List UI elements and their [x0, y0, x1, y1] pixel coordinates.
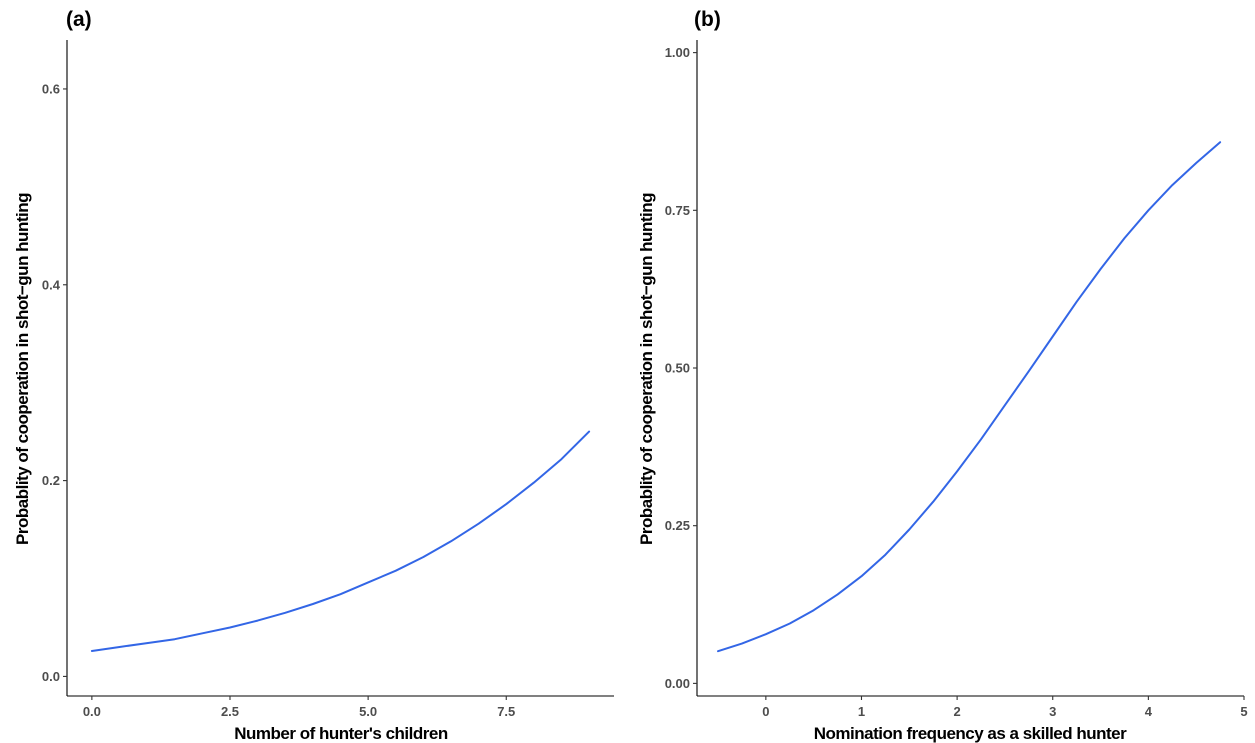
panel-b-y-tick-label: 0.75	[665, 203, 690, 218]
panel-b-x-ticks: 0 1 2 3 4 5	[762, 696, 1248, 719]
panel-b-label: (b)	[694, 8, 721, 31]
panel-a-x-tick-label: 0.0	[83, 704, 101, 719]
panel-b-x-tick-label: 2	[953, 704, 960, 719]
panel-a-y-tick-label: 0.4	[42, 277, 61, 292]
panel-b-y-axis-title: Probablity of cooperation in shot−gun hu…	[637, 193, 656, 545]
panel-a-y-axis-title: Probablity of cooperation in shot−gun hu…	[13, 193, 32, 545]
panel-a-y-tick-label: 0.2	[42, 473, 60, 488]
panel-a-x-tick-label: 2.5	[221, 704, 239, 719]
panel-b-probability-curve	[717, 141, 1222, 653]
panel-a-x-ticks: 0.0 2.5 5.0 7.5	[83, 696, 515, 719]
panel-b-x-tick-label: 5	[1240, 704, 1247, 719]
panel-b-y-tick-label: 0.25	[665, 518, 690, 533]
panel-a-x-tick-label: 5.0	[359, 704, 377, 719]
panel-b-y-ticks: 0.00 0.25 0.50 0.75 1.00	[665, 45, 697, 691]
panel-b-y-tick-label: 0.00	[665, 676, 690, 691]
panel-b-y-tick-label: 0.50	[665, 361, 690, 376]
panel-b-x-tick-label: 3	[1049, 704, 1056, 719]
panel-b-x-tick-label: 4	[1145, 704, 1153, 719]
panel-a-probability-curve	[90, 430, 591, 652]
panel-b-x-tick-label: 0	[762, 704, 769, 719]
panel-a-x-axis-title: Number of hunter's children	[234, 724, 448, 743]
panel-a: (a) 0.0 0.2 0.4 0.6 0.0 2.5 5.0 7.5 Number of …	[13, 8, 614, 743]
panel-a-x-tick-label: 7.5	[497, 704, 515, 719]
panel-a-label: (a)	[66, 8, 92, 31]
panel-a-y-tick-label: 0.0	[42, 669, 60, 684]
panel-b: (b) 0.00 0.25 0.50 0.75 1.00 0 1 2 3 4 5 Nominati…	[637, 8, 1248, 743]
panel-a-y-tick-label: 0.6	[42, 81, 60, 96]
panel-b-x-axis-title: Nomination frequency as a skilled hunter	[814, 724, 1127, 743]
panel-b-x-tick-label: 1	[858, 704, 865, 719]
panel-b-y-tick-label: 1.00	[665, 45, 690, 60]
panel-a-y-ticks: 0.0 0.2 0.4 0.6	[42, 81, 67, 684]
